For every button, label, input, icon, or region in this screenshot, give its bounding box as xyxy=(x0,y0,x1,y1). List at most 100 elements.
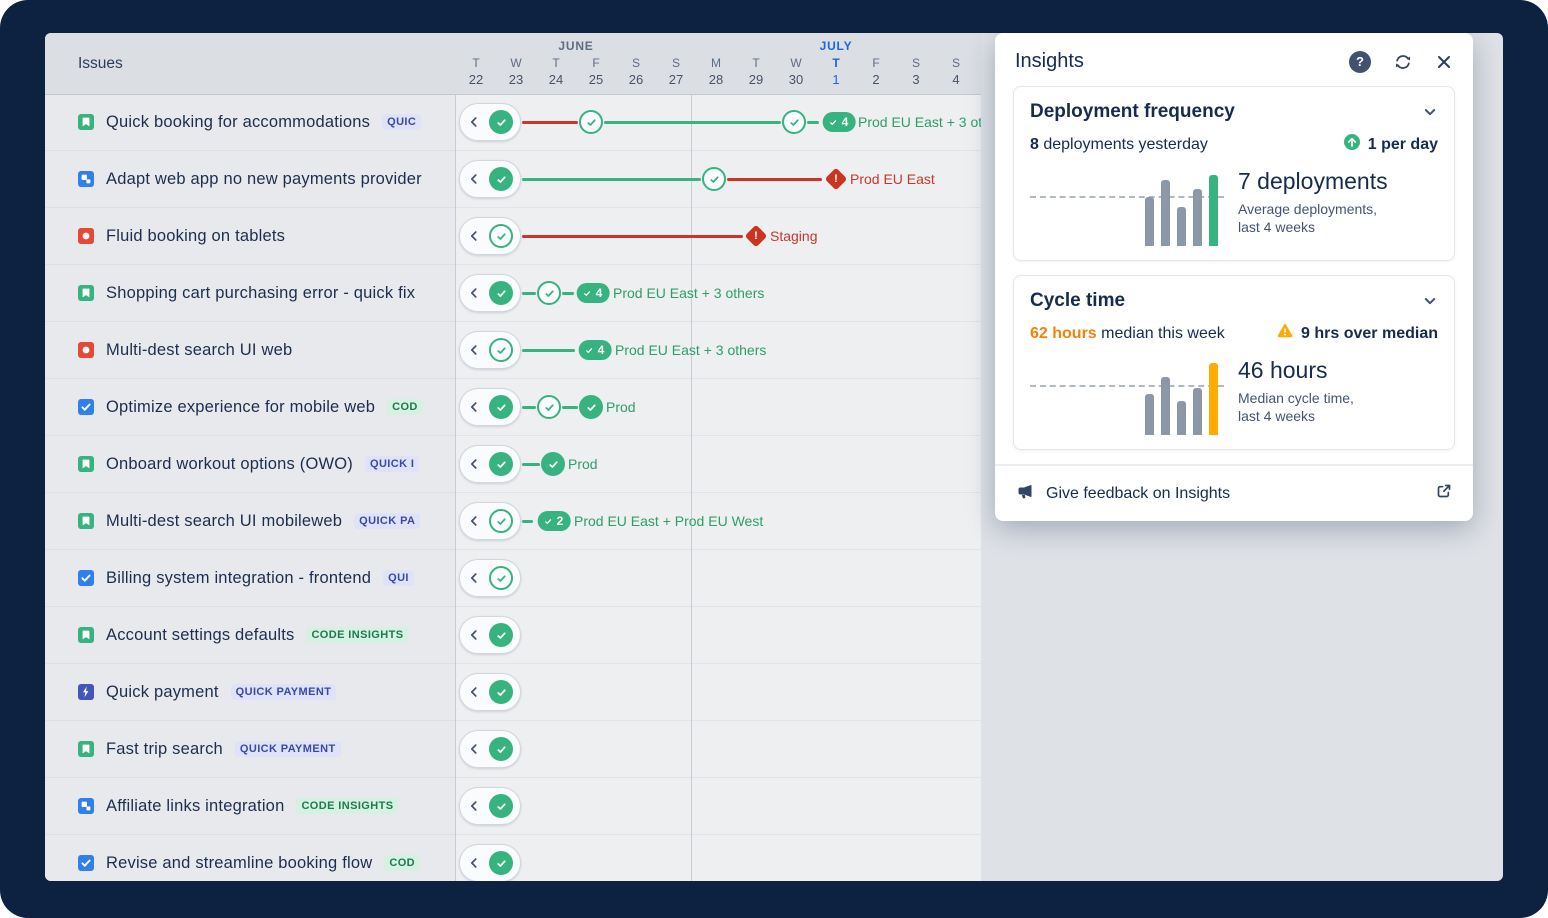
issue-row[interactable]: Quick booking for accommodations QUIC 4 Pro… xyxy=(45,94,981,151)
issue-label: QUICK I xyxy=(364,456,420,472)
deployment-count-badge[interactable]: 4 xyxy=(578,340,612,360)
deployment-check-icon xyxy=(489,680,513,704)
timeline-connector xyxy=(522,519,533,523)
issue-row[interactable]: Quick payment QUICK PAYMENT xyxy=(45,664,981,721)
deployment-check-icon xyxy=(489,737,513,761)
collapse-pill[interactable] xyxy=(459,616,521,654)
close-button[interactable] xyxy=(1435,53,1453,71)
timeline-connector xyxy=(522,234,743,238)
issue-row[interactable]: Optimize experience for mobile web COD Pro… xyxy=(45,379,981,436)
issue-row[interactable]: Fast trip search QUICK PAYMENT xyxy=(45,721,981,778)
column-divider[interactable] xyxy=(455,33,456,881)
collapse-pill[interactable] xyxy=(459,103,521,141)
refresh-icon xyxy=(1395,54,1411,69)
issue-cell[interactable]: Fast trip search QUICK PAYMENT xyxy=(45,721,456,777)
chart-bars xyxy=(1145,363,1218,435)
timeline-cell xyxy=(456,607,981,663)
issue-cell[interactable]: Fluid booking on tablets xyxy=(45,208,456,264)
card-title: Cycle time xyxy=(1030,290,1126,311)
deployment-check-icon[interactable] xyxy=(537,281,561,305)
warning-icon xyxy=(1276,322,1294,345)
chevron-down-icon[interactable] xyxy=(1422,104,1438,120)
deployment-check-icon[interactable] xyxy=(579,395,603,419)
issues-column-header: Issues xyxy=(78,54,123,72)
month-label-july: JULY xyxy=(819,39,853,53)
timeline-connector xyxy=(522,405,536,409)
issue-row[interactable]: Affiliate links integration CODE INSIGHTS xyxy=(45,778,981,835)
issue-row[interactable]: Shopping cart purchasing error - quick f… xyxy=(45,265,981,322)
chevron-down-icon[interactable] xyxy=(1422,293,1438,309)
issue-cell[interactable]: Adapt web app no new payments provider xyxy=(45,151,456,207)
deployment-check-icon xyxy=(489,851,513,875)
collapse-pill[interactable] xyxy=(459,559,521,597)
day-header-22: T 22 xyxy=(468,56,484,87)
day-header-25: F 25 xyxy=(588,56,604,87)
issue-cell[interactable]: Multi-dest search UI web xyxy=(45,322,456,378)
feedback-label: Give feedback on Insights xyxy=(1046,484,1231,502)
issue-type-bug-icon xyxy=(78,228,94,244)
issue-row[interactable]: Multi-dest search UI web 4 Prod EU East + … xyxy=(45,322,981,379)
deployment-count-badge[interactable]: 4 xyxy=(576,283,610,303)
timeline-cell xyxy=(456,550,981,606)
issue-cell[interactable]: Quick booking for accommodations QUIC xyxy=(45,94,456,150)
collapse-pill[interactable] xyxy=(459,787,521,825)
collapse-pill[interactable] xyxy=(459,673,521,711)
collapse-pill[interactable] xyxy=(459,730,521,768)
issue-cell[interactable]: Onboard workout options (OWO) QUICK I xyxy=(45,436,456,492)
issue-cell[interactable]: Billing system integration - frontend QUI xyxy=(45,550,456,606)
deployment-desc: Average deployments, last 4 weeks xyxy=(1238,201,1378,235)
issue-cell[interactable]: Revise and streamline booking flow COD xyxy=(45,835,456,881)
day-header-27: S 27 xyxy=(668,56,684,87)
issue-row[interactable]: Account settings defaults CODE INSIGHTS xyxy=(45,607,981,664)
deployment-check-icon[interactable] xyxy=(782,110,806,134)
help-button[interactable]: ? xyxy=(1349,50,1371,73)
issue-row[interactable]: Adapt web app no new payments provider! P… xyxy=(45,151,981,208)
issue-row[interactable]: Revise and streamline booking flow COD xyxy=(45,835,981,881)
refresh-button[interactable] xyxy=(1393,52,1413,72)
issue-cell[interactable]: Affiliate links integration CODE INSIGHTS xyxy=(45,778,456,834)
issue-row[interactable]: Onboard workout options (OWO) QUICK I Prod xyxy=(45,436,981,493)
collapse-pill[interactable] xyxy=(459,331,521,369)
issue-type-story-icon xyxy=(78,741,94,757)
collapse-pill[interactable] xyxy=(459,445,521,483)
highlight-bar xyxy=(1209,363,1218,435)
collapse-pill[interactable] xyxy=(459,160,521,198)
chevron-left-icon xyxy=(467,172,481,186)
timeline-connector xyxy=(522,291,536,295)
collapse-pill[interactable] xyxy=(459,217,521,255)
chevron-left-icon xyxy=(467,628,481,642)
issue-cell[interactable]: Optimize experience for mobile web COD xyxy=(45,379,456,435)
issue-cell[interactable]: Multi-dest search UI mobileweb QUICK PA xyxy=(45,493,456,549)
issue-cell[interactable]: Account settings defaults CODE INSIGHTS xyxy=(45,607,456,663)
collapse-pill[interactable] xyxy=(459,388,521,426)
timeline-cell xyxy=(456,664,981,720)
deployment-check-icon[interactable] xyxy=(541,452,565,476)
deployment-check-icon[interactable] xyxy=(702,167,726,191)
cycle-time-summary: 46 hours Median cycle time, last 4 weeks xyxy=(1238,357,1438,435)
collapse-pill[interactable] xyxy=(459,502,521,540)
deployment-warning-icon[interactable]: ! xyxy=(744,224,768,248)
timeline-connector xyxy=(522,120,578,124)
issue-cell[interactable]: Quick payment QUICK PAYMENT xyxy=(45,664,456,720)
issue-cell[interactable]: Shopping cart purchasing error - quick f… xyxy=(45,265,456,321)
help-icon: ? xyxy=(1349,50,1371,73)
collapse-pill[interactable] xyxy=(459,274,521,312)
deployment-env-label: Staging xyxy=(770,228,818,244)
deployment-count-badge[interactable]: 4 xyxy=(822,112,856,132)
day-header-28: M 28 xyxy=(708,56,724,87)
collapse-pill[interactable] xyxy=(459,844,521,881)
give-feedback-button[interactable]: Give feedback on Insights xyxy=(995,464,1473,521)
deployment-check-icon[interactable] xyxy=(579,110,603,134)
issue-row[interactable]: Billing system integration - frontend QUI xyxy=(45,550,981,607)
timeline-connector xyxy=(562,291,574,295)
issue-type-story-icon xyxy=(78,285,94,301)
deployment-warning-icon[interactable]: ! xyxy=(824,167,848,191)
issue-row[interactable]: Fluid booking on tablets! Staging xyxy=(45,208,981,265)
deployment-check-icon[interactable] xyxy=(537,395,561,419)
timeline-cell: 2 Prod EU East + Prod EU West xyxy=(456,493,981,549)
issue-row[interactable]: Multi-dest search UI mobileweb QUICK PA 2 P… xyxy=(45,493,981,550)
chevron-left-icon xyxy=(467,229,481,243)
chevron-left-icon xyxy=(467,115,481,129)
deployment-count-badge[interactable]: 2 xyxy=(537,511,571,531)
